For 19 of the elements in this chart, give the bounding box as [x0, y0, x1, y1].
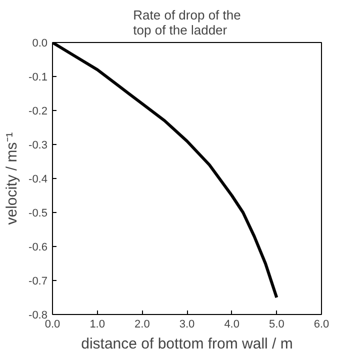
y-tick-label: -0.1 [28, 72, 48, 84]
x-tick-label: 4.0 [224, 318, 240, 330]
y-tick-label: -0.5 [28, 208, 48, 220]
y-tick-label: 0.0 [32, 38, 48, 50]
y-tick-label: -0.8 [28, 310, 48, 322]
y-tick-label: -0.2 [28, 106, 48, 118]
x-tick-label: 6.0 [314, 318, 330, 330]
chart-title: Rate of drop of the top of the ladder [133, 8, 241, 38]
x-tick-label: 3.0 [179, 318, 195, 330]
x-tick-label: 0.0 [44, 318, 60, 330]
y-tick-label: -0.3 [28, 140, 48, 152]
x-tick-label: 5.0 [269, 318, 284, 330]
y-tick-label: -0.6 [28, 242, 48, 254]
x-tick-label: 1.0 [90, 318, 105, 330]
y-tick-label: -0.7 [28, 276, 48, 288]
y-tick-label: -0.4 [28, 174, 48, 186]
x-axis-title: distance of bottom from wall / m [81, 336, 293, 352]
x-tick-label: 2.0 [134, 318, 150, 330]
y-axis-title: velocity / ms⁻¹ [4, 132, 21, 225]
